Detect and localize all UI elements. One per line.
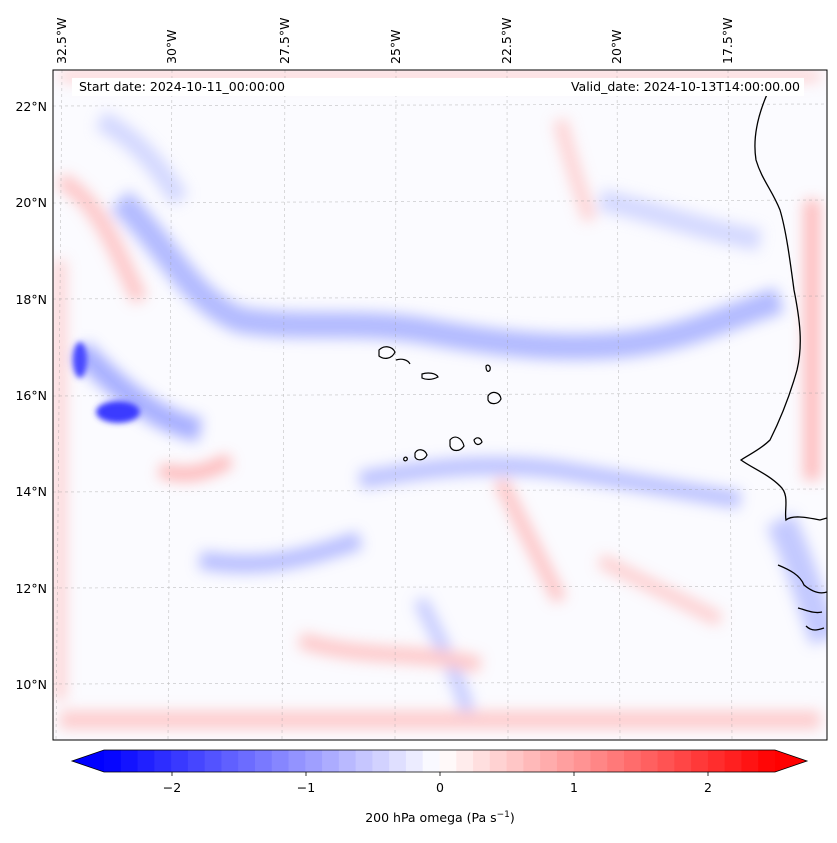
plot-area — [53, 70, 827, 740]
colorbar-extend-high — [775, 750, 807, 772]
lon-label: 27.5°W — [277, 18, 292, 64]
colorbar-cell — [120, 750, 139, 772]
lon-label: 22.5°W — [499, 18, 514, 64]
lat-label: 20°N — [15, 195, 47, 210]
lon-label: 20°W — [609, 29, 624, 64]
colorbar-cell — [422, 750, 441, 772]
colorbar-tick-label: 0 — [436, 780, 444, 795]
colorbar-cell — [271, 750, 290, 772]
colorbar-cell — [171, 750, 189, 772]
colorbar-cell — [506, 750, 524, 772]
cape-verde-islands — [378, 346, 502, 462]
colorbar-cell — [154, 750, 172, 772]
strong-ascent-cores — [73, 342, 140, 423]
colorbar-cell — [473, 750, 491, 772]
colorbar-ticks — [171, 772, 709, 776]
colorbar-cell — [741, 750, 759, 772]
colorbar-tick-label: 2 — [704, 780, 712, 795]
colorbar-cell — [221, 750, 239, 772]
colorbar-cell — [305, 750, 323, 772]
colorbar-cell — [389, 750, 407, 772]
lat-label: 14°N — [15, 484, 47, 499]
plot-frame — [52, 69, 828, 741]
gridlines — [53, 70, 827, 740]
start-date-label: Start date: 2024-10-11_00:00:00 — [79, 79, 285, 94]
colorbar-cell — [439, 750, 457, 772]
colorbar-tick-label: −2 — [163, 780, 181, 795]
info-bar-background — [72, 78, 804, 96]
colorbar-cell — [523, 750, 541, 772]
lon-label: 32.5°W — [54, 18, 69, 64]
colorbar: −2 −1 0 1 2 200 hPa omega (Pa s−1) — [70, 749, 809, 825]
valid-date-label: Valid_date: 2024-10-13T14:00:00.00 — [571, 79, 800, 94]
lat-label: 10°N — [15, 677, 47, 692]
colorbar-cells — [104, 750, 776, 772]
colorbar-cell — [204, 750, 223, 772]
colorbar-tick-labels: −2 −1 0 1 2 — [163, 780, 712, 795]
colorbar-cell — [137, 750, 155, 772]
latitude-labels: 22°N 20°N 18°N 16°N 14°N 12°N 10°N — [15, 99, 47, 692]
colorbar-cell — [372, 750, 390, 772]
colorbar-cell — [657, 750, 675, 772]
colorbar-cell — [707, 750, 726, 772]
colorbar-cell — [590, 750, 608, 772]
colorbar-cell — [674, 750, 692, 772]
colorbar-cell — [691, 750, 709, 772]
lat-label: 12°N — [15, 581, 47, 596]
colorbar-cell — [758, 750, 776, 772]
colorbar-cell — [607, 750, 625, 772]
colorbar-cell — [573, 750, 592, 772]
colorbar-label-close: ) — [510, 810, 515, 825]
lon-label: 30°W — [164, 29, 179, 64]
colorbar-cell — [624, 750, 642, 772]
colorbar-cell — [104, 750, 122, 772]
colorbar-cell — [355, 750, 374, 772]
longitude-labels: 32.5°W 30°W 27.5°W 25°W 22.5°W 20°W 17.5… — [54, 18, 735, 64]
lon-label: 25°W — [388, 29, 403, 64]
omega-field — [54, 70, 827, 729]
coastline — [739, 91, 827, 631]
colorbar-tick-label: 1 — [570, 780, 578, 795]
colorbar-cell — [338, 750, 357, 772]
lat-label: 16°N — [15, 388, 47, 403]
lat-label: 22°N — [15, 99, 47, 114]
colorbar-cell — [540, 750, 558, 772]
colorbar-extend-low — [72, 750, 104, 772]
colorbar-cell — [187, 750, 206, 772]
lon-label: 17.5°W — [720, 18, 735, 64]
colorbar-cell — [489, 750, 508, 772]
colorbar-cell — [288, 750, 306, 772]
colorbar-cell — [456, 750, 474, 772]
colorbar-tick-label: −1 — [297, 780, 315, 795]
colorbar-cell — [254, 750, 273, 772]
colorbar-cell — [238, 750, 256, 772]
colorbar-label-exponent: −1 — [497, 810, 510, 820]
colorbar-label: 200 hPa omega (Pa s−1) — [365, 810, 515, 825]
colorbar-cell — [322, 750, 340, 772]
lat-label: 18°N — [15, 292, 47, 307]
colorbar-cell — [724, 750, 743, 772]
colorbar-outline — [70, 749, 809, 773]
colorbar-cell — [640, 750, 659, 772]
colorbar-label-main: 200 hPa omega (Pa s — [365, 810, 496, 825]
colorbar-cell — [556, 750, 575, 772]
colorbar-cell — [405, 750, 424, 772]
